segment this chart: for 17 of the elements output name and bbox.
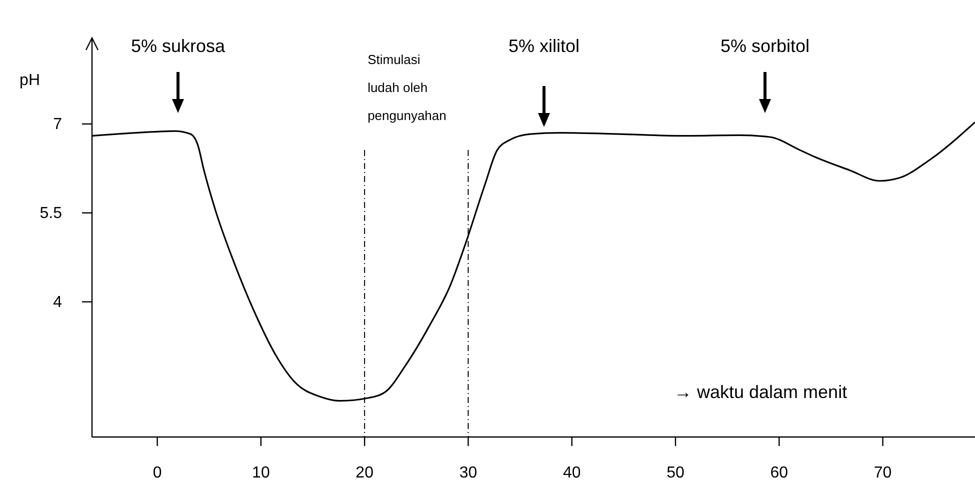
y-tick-label: 5.5 (40, 205, 62, 222)
annotation: 5% sorbitol (720, 36, 810, 56)
x-axis-title: → waktu dalam menit (674, 382, 848, 402)
y-tick-label: 4 (53, 294, 62, 311)
x-tick-label: 0 (152, 464, 162, 480)
x-tick-label: 40 (562, 464, 581, 480)
x-tick-label: 20 (356, 464, 374, 480)
y-tick-label: 7 (53, 116, 62, 134)
x-tick-label: 60 (770, 464, 788, 480)
annotation: Stimulasi ludah oleh pengunyahan (368, 52, 446, 123)
annotation: 5% xilitol (508, 36, 580, 56)
x-tick-label: 10 (252, 464, 270, 480)
x-tick-label: 50 (666, 464, 684, 480)
annotation: 5% sukrosa (130, 36, 226, 56)
x-tick-label: 30 (459, 464, 478, 480)
x-tick-label: 70 (874, 464, 892, 480)
y-axis-title: pH (20, 72, 40, 89)
